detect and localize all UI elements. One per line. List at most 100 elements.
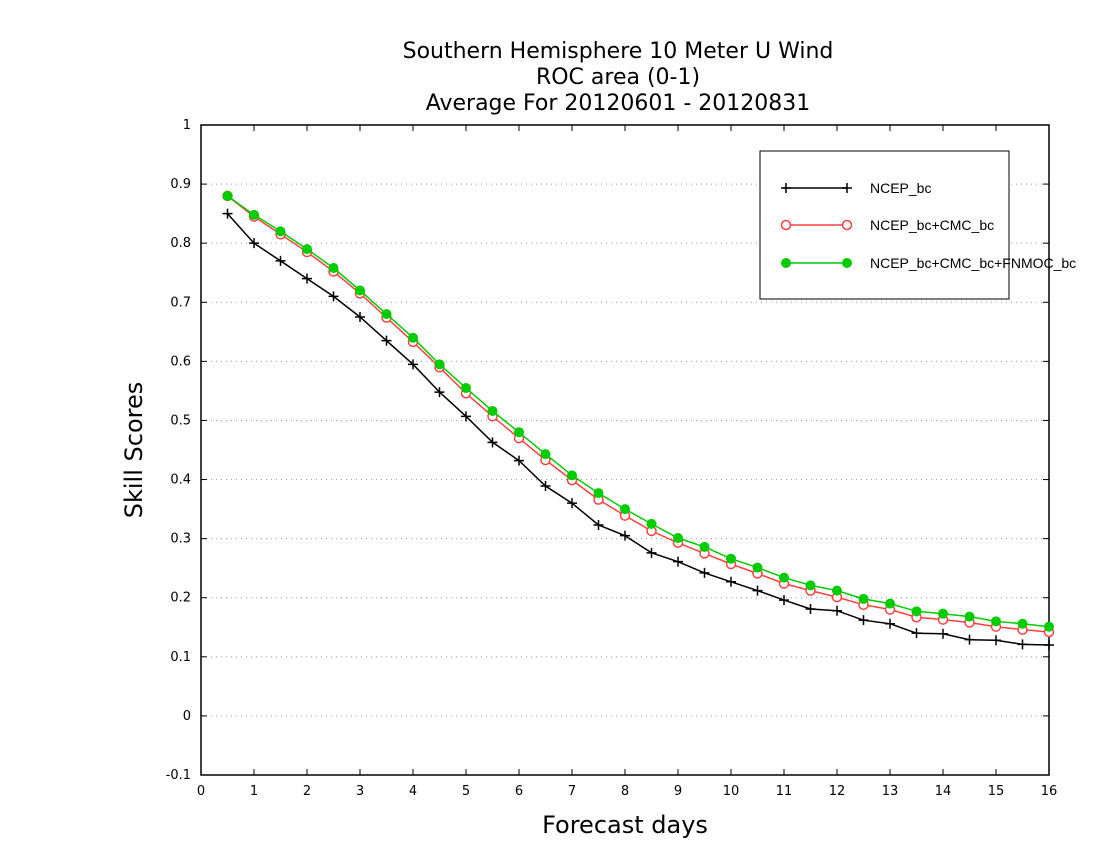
data-point bbox=[752, 562, 763, 573]
y-axis-label: Skill Scores bbox=[120, 382, 148, 519]
data-point bbox=[408, 332, 418, 343]
data-point bbox=[620, 504, 630, 515]
data-point bbox=[885, 618, 895, 629]
data-point bbox=[752, 585, 763, 596]
data-point bbox=[408, 359, 418, 370]
data-point bbox=[646, 547, 657, 558]
legend-marker bbox=[841, 219, 853, 231]
data-point bbox=[540, 449, 551, 460]
series-lines bbox=[222, 190, 1055, 650]
x-tick-label: 13 bbox=[882, 784, 899, 799]
data-point bbox=[779, 595, 789, 606]
series-0 bbox=[222, 208, 1054, 650]
legend-entry: NCEP_bc bbox=[781, 180, 931, 196]
data-point bbox=[514, 427, 524, 438]
y-tick-label: 0.9 bbox=[170, 177, 191, 192]
legend-label: NCEP_bc bbox=[870, 180, 931, 196]
data-point bbox=[911, 628, 922, 639]
legend-label: NCEP_bc+CMC_bc bbox=[870, 217, 994, 233]
y-tick-label: 0.4 bbox=[170, 473, 191, 488]
y-tick-label: 0.2 bbox=[170, 591, 191, 606]
data-point bbox=[673, 556, 683, 567]
data-point bbox=[249, 238, 259, 249]
data-point bbox=[805, 580, 816, 591]
data-point bbox=[1017, 618, 1028, 629]
data-point bbox=[487, 406, 498, 416]
data-point bbox=[222, 208, 233, 219]
data-point bbox=[275, 255, 286, 266]
y-tick-label: 0 bbox=[183, 709, 191, 724]
x-tick-label: 6 bbox=[515, 784, 523, 799]
y-tick-label: 0.3 bbox=[170, 532, 191, 547]
legend-marker bbox=[781, 258, 791, 268]
data-point bbox=[593, 520, 604, 531]
data-point bbox=[593, 488, 604, 499]
x-tick-label: 14 bbox=[935, 784, 952, 799]
data-point bbox=[964, 634, 975, 645]
y-tick-label: 0.8 bbox=[170, 236, 191, 251]
data-point bbox=[938, 628, 948, 639]
y-tick-label: -0.1 bbox=[166, 768, 191, 783]
y-tick-label: 0.1 bbox=[170, 650, 191, 665]
chart-title-line-2: ROC area (0-1) bbox=[536, 65, 700, 90]
x-tick-label: 16 bbox=[1041, 784, 1058, 799]
data-point bbox=[858, 593, 869, 604]
legend-entry: NCEP_bc+CMC_bc+FNMOC_bc bbox=[781, 255, 1076, 271]
data-point bbox=[461, 382, 471, 393]
x-tick-label: 12 bbox=[829, 784, 846, 799]
data-point bbox=[832, 605, 842, 616]
data-point bbox=[355, 312, 365, 323]
legend-entry: NCEP_bc+CMC_bc bbox=[780, 217, 994, 233]
data-point bbox=[699, 567, 710, 578]
x-tick-label: 5 bbox=[462, 784, 470, 799]
data-point bbox=[938, 608, 948, 619]
data-point bbox=[514, 455, 524, 466]
axis-ticks: -0.100.10.20.30.40.50.60.70.80.910 1 2 3 4 5 6… bbox=[166, 118, 1058, 799]
data-point bbox=[911, 606, 922, 617]
y-tick-label: 0.6 bbox=[170, 354, 191, 369]
data-point bbox=[381, 335, 392, 346]
data-point bbox=[1044, 621, 1054, 632]
data-point bbox=[699, 541, 710, 552]
data-point bbox=[779, 572, 789, 583]
series-2 bbox=[222, 190, 1054, 632]
data-point bbox=[726, 553, 736, 564]
data-point bbox=[805, 603, 816, 614]
data-point bbox=[328, 291, 339, 302]
data-point bbox=[832, 585, 842, 596]
data-point bbox=[964, 611, 975, 622]
x-tick-label: 7 bbox=[568, 784, 576, 799]
data-point bbox=[646, 518, 657, 529]
series-line bbox=[226, 213, 1050, 646]
legend-marker bbox=[842, 183, 852, 193]
data-point bbox=[540, 481, 551, 492]
x-tick-label: 0 bbox=[197, 784, 205, 799]
data-point bbox=[381, 309, 392, 320]
data-point bbox=[726, 576, 736, 587]
legend-marker bbox=[780, 219, 792, 231]
legend-marker bbox=[842, 258, 852, 268]
data-point bbox=[991, 635, 1001, 646]
data-point bbox=[249, 209, 259, 220]
data-point bbox=[620, 530, 630, 541]
legend: NCEP_bc NCEP_bc+CMC_bc NCEP_bc+CMC_bc+FNMO… bbox=[759, 150, 1076, 300]
data-point bbox=[461, 411, 471, 422]
chart-title-line-3: Average For 20120601 - 20120831 bbox=[426, 91, 811, 116]
x-tick-label: 9 bbox=[674, 784, 682, 799]
x-tick-label: 8 bbox=[621, 784, 629, 799]
data-point bbox=[275, 226, 286, 237]
data-point bbox=[991, 616, 1001, 627]
y-tick-label: 1 bbox=[183, 118, 191, 133]
data-point bbox=[567, 498, 577, 509]
chart-title: Southern Hemisphere 10 Meter U Wind ROC … bbox=[403, 39, 834, 116]
x-tick-label: 10 bbox=[723, 784, 740, 799]
data-point bbox=[858, 615, 869, 626]
data-point bbox=[302, 244, 312, 255]
data-point bbox=[1017, 639, 1028, 650]
legend-marker bbox=[781, 183, 791, 193]
data-point bbox=[355, 285, 365, 296]
y-tick-label: 0.5 bbox=[170, 413, 191, 428]
data-point bbox=[1044, 640, 1054, 650]
data-point bbox=[328, 263, 339, 273]
